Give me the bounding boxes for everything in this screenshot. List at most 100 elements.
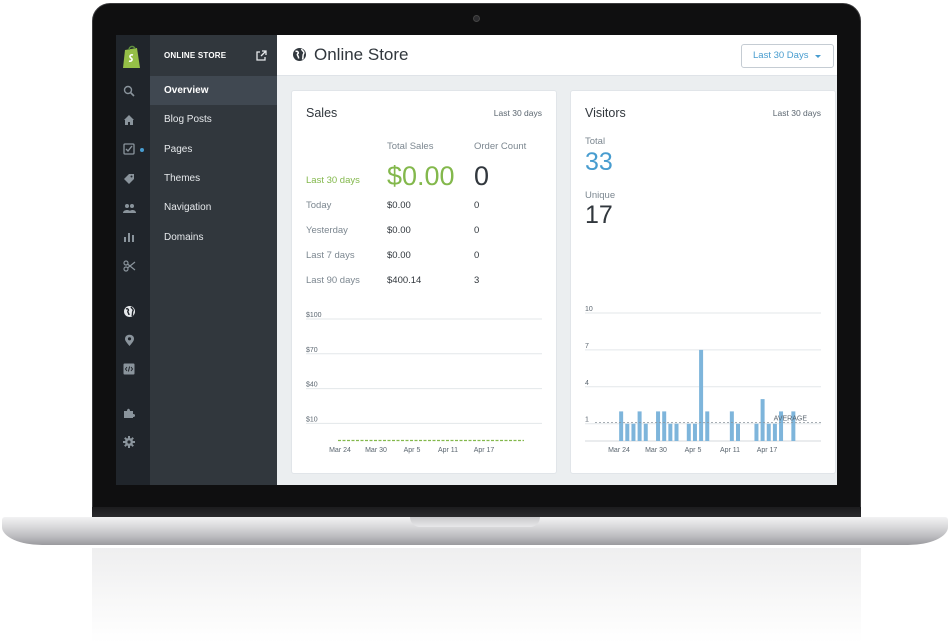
- y-tick-label: $100: [306, 312, 322, 319]
- row-count-last-7: 0: [474, 250, 480, 261]
- reports-icon[interactable]: [116, 227, 142, 247]
- external-link-icon[interactable]: [256, 50, 267, 61]
- sales-range: Last 30 days: [493, 108, 542, 118]
- x-tick-label: Apr 11: [720, 447, 740, 454]
- customers-icon[interactable]: [116, 198, 142, 218]
- visitor-bar: [760, 399, 765, 441]
- date-range-dropdown[interactable]: Last 30 Days: [741, 44, 834, 68]
- x-tick-label: Apr 11: [438, 447, 458, 454]
- average-label: AVERAGE: [774, 415, 808, 422]
- visitor-bar: [736, 423, 740, 441]
- sidebar-item-themes[interactable]: Themes: [164, 173, 201, 184]
- visitor-bar: [772, 423, 777, 441]
- visitor-bar: [705, 411, 710, 441]
- sidebar-item-navigation[interactable]: Navigation: [164, 202, 212, 213]
- sidebar-item-overview[interactable]: Overview: [150, 76, 277, 105]
- total-sales-value: $0.00: [387, 161, 455, 191]
- y-tick-label: 10: [585, 306, 593, 313]
- row-label-yesterday: Yesterday: [306, 225, 348, 236]
- visitor-bar: [631, 423, 636, 441]
- visitor-bar: [656, 411, 661, 441]
- tag-icon[interactable]: [116, 169, 142, 189]
- row-total-last-90: $400.14: [387, 275, 422, 286]
- row-total-last-7: $0.00: [387, 250, 411, 261]
- gear-icon[interactable]: [116, 432, 142, 452]
- home-icon[interactable]: [116, 110, 142, 130]
- row-label-last-7: Last 7 days: [306, 250, 355, 261]
- visitor-bar: [625, 423, 630, 441]
- visitor-bar: [699, 349, 704, 441]
- row-total-today: $0.00: [387, 200, 411, 211]
- globe-icon: [293, 48, 306, 61]
- row-label-today: Today: [306, 200, 332, 211]
- sales-chart: $100 $70 $40 $10 Mar 24 Mar 30 Apr 5 Apr 11 Apr …: [306, 312, 542, 454]
- visitors-range: Last 30 days: [772, 108, 821, 118]
- search-icon[interactable]: [116, 81, 142, 101]
- sidebar-item-domains[interactable]: Domains: [164, 232, 204, 243]
- x-tick-label: Apr 5: [685, 447, 702, 454]
- visitor-bar: [668, 423, 673, 441]
- visitor-bar: [662, 411, 667, 441]
- sidebar: ONLINE STORE Overview Blog Posts Pages T…: [150, 35, 277, 485]
- laptop-hinge: [92, 507, 861, 519]
- sidebar-item-pages[interactable]: Pages: [164, 144, 193, 155]
- col-head-total-sales: Total Sales: [387, 141, 434, 152]
- location-icon[interactable]: [116, 330, 142, 350]
- y-tick-label: 1: [585, 417, 589, 424]
- visitor-bar: [674, 423, 679, 441]
- main-content: Online Store Last 30 Days Sales Last 30 …: [277, 35, 837, 485]
- x-tick-label: Apr 5: [404, 447, 421, 454]
- row-label-last-30: Last 30 days: [306, 175, 360, 186]
- visitor-bar: [686, 423, 691, 441]
- orders-icon[interactable]: [116, 139, 142, 159]
- y-tick-label: 7: [585, 343, 589, 350]
- x-tick-label: Mar 30: [645, 447, 667, 454]
- visitors-total-value: 33: [585, 148, 613, 176]
- visitors-chart: 10 7 4 1 Mar 24 Mar 30 Apr 5 Apr 11 Apr 17 AVERAG…: [585, 306, 821, 454]
- x-tick-label: Apr 17: [757, 447, 778, 454]
- col-head-order-count: Order Count: [474, 141, 527, 152]
- visitors-total-label: Total: [585, 136, 606, 147]
- laptop-reflection: [92, 548, 861, 643]
- globe-icon[interactable]: [116, 301, 142, 321]
- x-tick-label: Mar 24: [608, 447, 630, 454]
- visitors-card: Visitors Last 30 days Total 33 Unique 17…: [571, 91, 835, 473]
- shopify-logo-icon[interactable]: [120, 44, 144, 70]
- visitor-bar: [692, 423, 697, 441]
- row-total-yesterday: $0.00: [387, 225, 411, 236]
- icon-rail: [116, 35, 150, 485]
- sales-card: Sales Last 30 days Total Sales Order Cou…: [292, 91, 556, 473]
- visitors-title: Visitors: [585, 106, 626, 120]
- row-count-yesterday: 0: [474, 225, 480, 236]
- visitor-bar: [643, 423, 648, 441]
- webcam: [473, 15, 480, 22]
- order-count-value: 0: [474, 161, 490, 191]
- visitors-unique-value: 17: [585, 201, 613, 229]
- visitor-bar: [779, 411, 784, 441]
- screen: ONLINE STORE Overview Blog Posts Pages T…: [116, 35, 837, 485]
- visitor-bar: [754, 423, 759, 441]
- sidebar-header: ONLINE STORE: [164, 51, 227, 60]
- visitor-bar: [766, 423, 771, 441]
- x-tick-label: Apr 17: [474, 447, 495, 454]
- notification-dot: [140, 148, 144, 152]
- discounts-icon[interactable]: [116, 256, 142, 276]
- visitor-bar: [637, 411, 642, 441]
- x-tick-label: Mar 30: [365, 447, 387, 454]
- row-label-last-90: Last 90 days: [306, 275, 360, 286]
- laptop-notch: [410, 517, 540, 527]
- chevron-down-icon: [815, 55, 821, 58]
- row-count-last-90: 3: [474, 275, 480, 286]
- sidebar-item-blog-posts[interactable]: Blog Posts: [164, 114, 212, 125]
- date-range-label: Last 30 Days: [753, 50, 809, 61]
- visitor-bar: [729, 411, 734, 441]
- page-title: Online Store: [314, 45, 409, 64]
- y-tick-label: 4: [585, 380, 589, 387]
- visitor-bar: [619, 411, 624, 441]
- top-bar: Online Store Last 30 Days: [277, 35, 837, 76]
- sales-title: Sales: [306, 106, 338, 120]
- code-icon[interactable]: [116, 359, 142, 379]
- visitor-bar: [791, 411, 796, 441]
- puzzle-icon[interactable]: [116, 403, 142, 423]
- y-tick-label: $70: [306, 347, 318, 354]
